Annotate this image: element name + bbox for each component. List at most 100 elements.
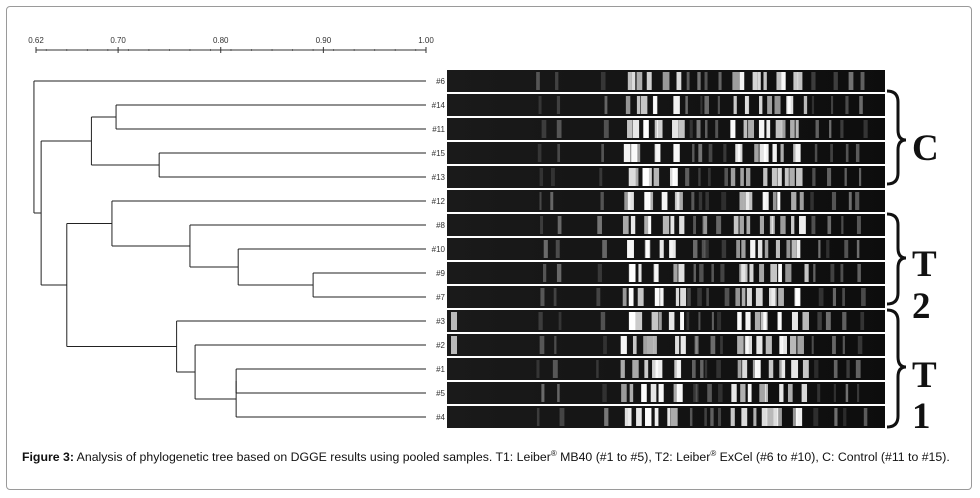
gel-band xyxy=(640,96,648,114)
gel-band xyxy=(759,144,767,162)
gel-band xyxy=(756,336,763,354)
gel-band xyxy=(693,336,698,354)
gel-band xyxy=(680,312,685,330)
sample-label: #4 xyxy=(436,413,445,422)
gel-band xyxy=(628,168,636,186)
sample-label: #3 xyxy=(436,317,445,326)
gel-lane-background xyxy=(447,94,885,116)
gel-band xyxy=(600,312,606,330)
gel-band xyxy=(781,72,786,90)
gel-band xyxy=(538,312,543,330)
gel-band xyxy=(731,384,737,402)
gel-band xyxy=(741,240,746,258)
gel-band xyxy=(857,336,863,354)
gel-band xyxy=(627,192,634,210)
gel-band xyxy=(749,264,754,282)
gel-band xyxy=(550,192,554,210)
gel-band xyxy=(604,408,609,426)
gel-band xyxy=(654,288,660,306)
gel-band xyxy=(844,240,849,258)
gel-band xyxy=(651,312,659,330)
gel-band xyxy=(707,384,712,402)
group-label-c: C xyxy=(912,128,939,169)
gel-band xyxy=(555,72,559,90)
gel-band xyxy=(827,168,832,186)
gel-band xyxy=(780,144,784,162)
gel-band xyxy=(536,360,540,378)
gel-band xyxy=(763,192,769,210)
sample-label: #8 xyxy=(436,221,445,230)
gel-band xyxy=(818,288,824,306)
gel-band xyxy=(698,144,703,162)
gel-band xyxy=(720,336,723,354)
gel-band xyxy=(693,240,698,258)
sample-label: #13 xyxy=(432,173,446,182)
gel-band xyxy=(648,192,654,210)
gel-band xyxy=(795,408,803,426)
gel-band xyxy=(811,72,816,90)
gel-band xyxy=(451,336,457,354)
gel-lane xyxy=(447,382,885,404)
gel-band xyxy=(704,96,709,114)
gel-band xyxy=(737,336,744,354)
gel-band xyxy=(777,168,782,186)
sample-label: #7 xyxy=(436,293,445,302)
gel-band xyxy=(557,144,561,162)
gel-band xyxy=(644,360,649,378)
gel-band xyxy=(451,312,457,330)
gel-band xyxy=(644,192,651,210)
gel-band xyxy=(860,312,865,330)
gel-band xyxy=(717,312,722,330)
gel-band xyxy=(703,216,708,234)
gel-band xyxy=(643,336,647,354)
gel-band xyxy=(737,312,742,330)
gel-lane xyxy=(447,334,885,356)
gel-band xyxy=(803,96,808,114)
gel-band xyxy=(859,96,863,114)
gel-band xyxy=(767,96,773,114)
gel-band xyxy=(737,144,743,162)
gel-band xyxy=(673,264,678,282)
gel-band xyxy=(842,336,845,354)
gel-band xyxy=(846,360,850,378)
gel-band xyxy=(732,72,740,90)
gel-band xyxy=(648,216,652,234)
gel-band xyxy=(812,168,816,186)
gel-band xyxy=(863,408,868,426)
gel-band xyxy=(654,408,659,426)
gel-band xyxy=(670,216,675,234)
gel-band xyxy=(629,312,636,330)
gel-band xyxy=(841,216,844,234)
gel-band xyxy=(796,240,801,258)
gel-band xyxy=(739,192,744,210)
gel-band xyxy=(558,312,562,330)
gel-band xyxy=(813,264,816,282)
gel-band xyxy=(752,360,757,378)
gel-band xyxy=(815,120,819,138)
gel-lane-background xyxy=(447,262,885,284)
gel-band xyxy=(791,312,798,330)
gel-band xyxy=(782,336,787,354)
gel-band xyxy=(603,120,609,138)
gel-band xyxy=(814,144,818,162)
gel-band xyxy=(759,96,763,114)
gel-band xyxy=(698,312,701,330)
caption-text: Analysis of phylogenetic tree based on D… xyxy=(73,450,551,465)
gel-band xyxy=(810,192,814,210)
gel-band xyxy=(763,144,769,162)
gel-band xyxy=(845,384,849,402)
gel-band xyxy=(541,384,545,402)
gel-band xyxy=(779,384,784,402)
gel-band xyxy=(735,288,741,306)
scale-tick-label: 1.00 xyxy=(418,36,434,45)
gel-band xyxy=(771,288,777,306)
gel-band xyxy=(672,168,678,186)
gel-band xyxy=(697,72,701,90)
gel-band xyxy=(668,312,675,330)
gel-band xyxy=(795,120,799,138)
gel-band xyxy=(759,264,765,282)
gel-band xyxy=(697,288,702,306)
gel-band xyxy=(832,336,836,354)
gel-band xyxy=(676,384,683,402)
gel-band xyxy=(627,120,633,138)
